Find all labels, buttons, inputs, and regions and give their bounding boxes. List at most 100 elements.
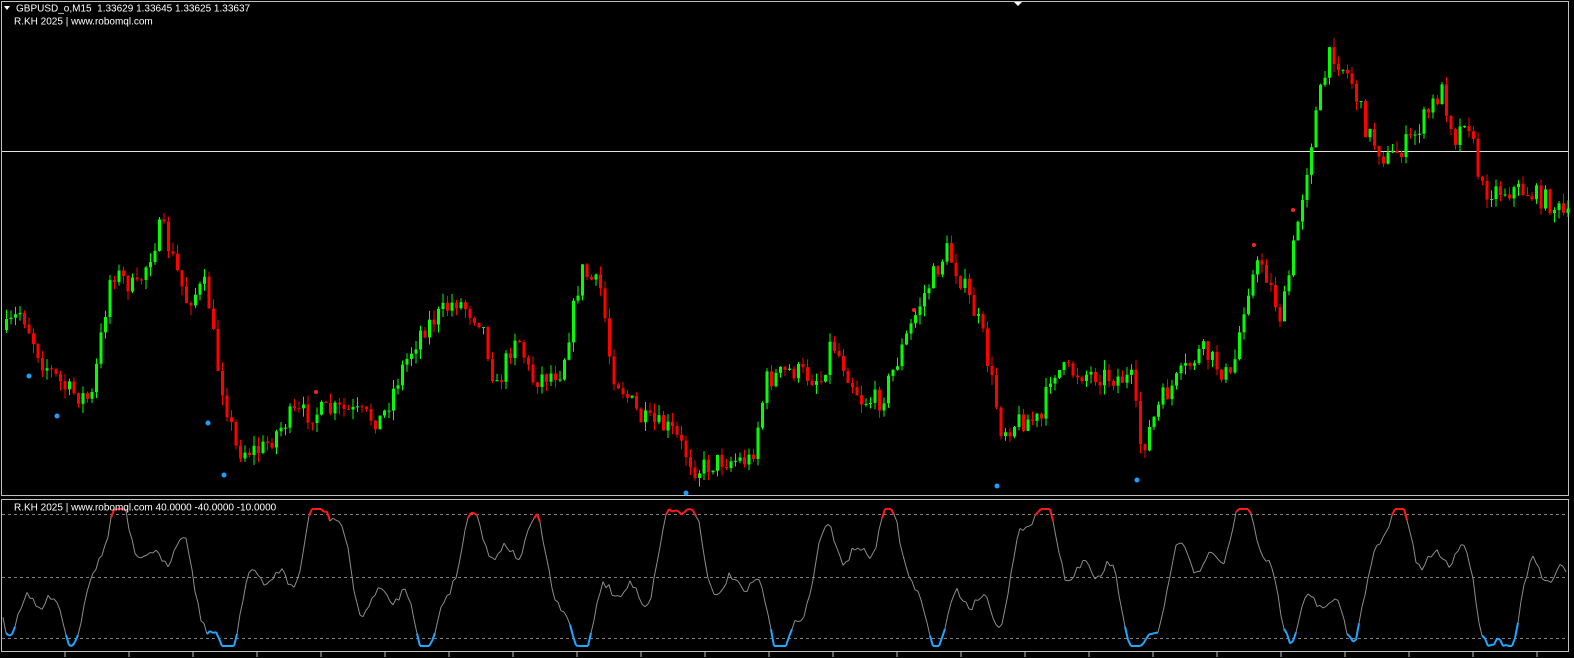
candle-body xyxy=(419,330,422,350)
oscillator-segment xyxy=(404,588,409,598)
oscillator-segment xyxy=(257,574,262,579)
oscillator-segment xyxy=(233,633,238,647)
candle-body xyxy=(1148,426,1151,451)
oscillator-segment xyxy=(746,583,751,592)
candle-body xyxy=(153,250,157,263)
oscillator-segment xyxy=(197,602,202,621)
oscillator-segment xyxy=(554,599,559,603)
oscillator-segment xyxy=(1349,636,1354,643)
candle-body xyxy=(1292,240,1295,276)
candle-body xyxy=(234,421,238,446)
oscillator-segment xyxy=(353,591,358,604)
collapse-icon[interactable] xyxy=(4,6,10,10)
oscillator-segment xyxy=(515,558,520,561)
oscillator-segment xyxy=(947,602,952,615)
oscillator-segment xyxy=(194,591,199,603)
candle-body xyxy=(509,353,512,359)
candle-body xyxy=(1557,203,1561,211)
oscillator-segment xyxy=(155,549,160,554)
candle-body xyxy=(653,412,656,423)
candle-body xyxy=(747,454,751,465)
oscillator-segment xyxy=(611,594,616,597)
oscillator-segment xyxy=(284,573,289,585)
oscillator-segment xyxy=(428,640,433,647)
candle-body xyxy=(869,402,872,404)
oscillator-segment xyxy=(1346,633,1351,638)
oscillator-segment xyxy=(572,635,577,646)
oscillator-segment xyxy=(1529,555,1534,563)
oscillator-segment xyxy=(1124,626,1129,641)
oscillator-segment xyxy=(1532,555,1537,564)
candle-body xyxy=(1566,208,1570,213)
oscillator-segment xyxy=(827,523,832,528)
oscillator-segment xyxy=(1547,580,1552,583)
oscillator-segment xyxy=(977,597,982,601)
candle-body xyxy=(437,308,440,325)
candle-body xyxy=(1314,110,1318,148)
oscillator-segment xyxy=(137,556,142,559)
candle-body xyxy=(819,381,823,383)
candle-body xyxy=(1116,376,1120,386)
oscillator-segment xyxy=(20,600,25,609)
oscillator-segment xyxy=(269,578,274,582)
candle-body xyxy=(405,358,409,365)
sell-dot xyxy=(1291,208,1295,212)
oscillator-segment xyxy=(698,521,703,543)
oscillator-segment xyxy=(1343,619,1348,635)
candle-body xyxy=(1134,369,1138,401)
candle-body xyxy=(554,373,557,381)
oscillator-segment xyxy=(1304,593,1309,599)
candle-body xyxy=(806,367,809,381)
oscillator-segment xyxy=(761,587,766,603)
oscillator-segment xyxy=(1211,552,1216,556)
candle-body xyxy=(959,276,962,288)
candle-body xyxy=(140,279,143,281)
candle-body xyxy=(1463,125,1466,127)
oscillator-segment xyxy=(1079,560,1084,569)
oscillator-segment xyxy=(641,603,646,608)
candle-body xyxy=(176,253,179,271)
oscillator-segment xyxy=(368,597,373,607)
candle-body xyxy=(333,402,337,414)
oscillator-segment xyxy=(38,606,43,610)
oscillator-segment xyxy=(1289,640,1294,645)
candle-body xyxy=(1242,314,1246,333)
oscillator-segment xyxy=(695,516,700,522)
candle-body xyxy=(968,278,971,296)
candle-body xyxy=(639,408,643,423)
candle-body xyxy=(675,426,679,435)
oscillator xyxy=(2,508,1567,647)
oscillator-segment xyxy=(401,588,406,591)
oscillator-segment xyxy=(809,579,814,595)
oscillator-segment xyxy=(365,606,370,611)
candle-body xyxy=(1404,134,1408,157)
oscillator-segment xyxy=(1190,563,1195,574)
candle-body xyxy=(387,410,391,412)
candle-body xyxy=(1139,400,1142,445)
candle-body xyxy=(734,460,737,462)
candle-body xyxy=(815,381,818,385)
candle-body xyxy=(662,415,665,431)
oscillator-segment xyxy=(1016,528,1021,540)
oscillator-segment xyxy=(725,572,730,585)
buy-dot xyxy=(221,472,227,478)
candle-body xyxy=(999,407,1003,437)
oscillator-segment xyxy=(566,616,571,625)
candle-body xyxy=(320,401,323,415)
candle-body xyxy=(374,420,377,430)
oscillator-segment xyxy=(872,547,877,554)
oscillator-segment xyxy=(542,541,547,556)
oscillator-segment xyxy=(1370,551,1375,566)
candle-body xyxy=(1202,341,1205,349)
oscillator-segment xyxy=(86,581,91,593)
oscillator-segment xyxy=(620,591,625,597)
oscillator-segment xyxy=(1007,572,1012,595)
oscillator-segment xyxy=(1313,597,1318,607)
oscillator-segment xyxy=(1247,508,1252,515)
candle-body xyxy=(162,219,166,222)
candle-body xyxy=(77,393,80,404)
oscillator-segment xyxy=(398,589,403,601)
candle-body xyxy=(1377,145,1381,157)
oscillator-segment xyxy=(296,570,301,581)
oscillator-segment xyxy=(617,595,622,598)
